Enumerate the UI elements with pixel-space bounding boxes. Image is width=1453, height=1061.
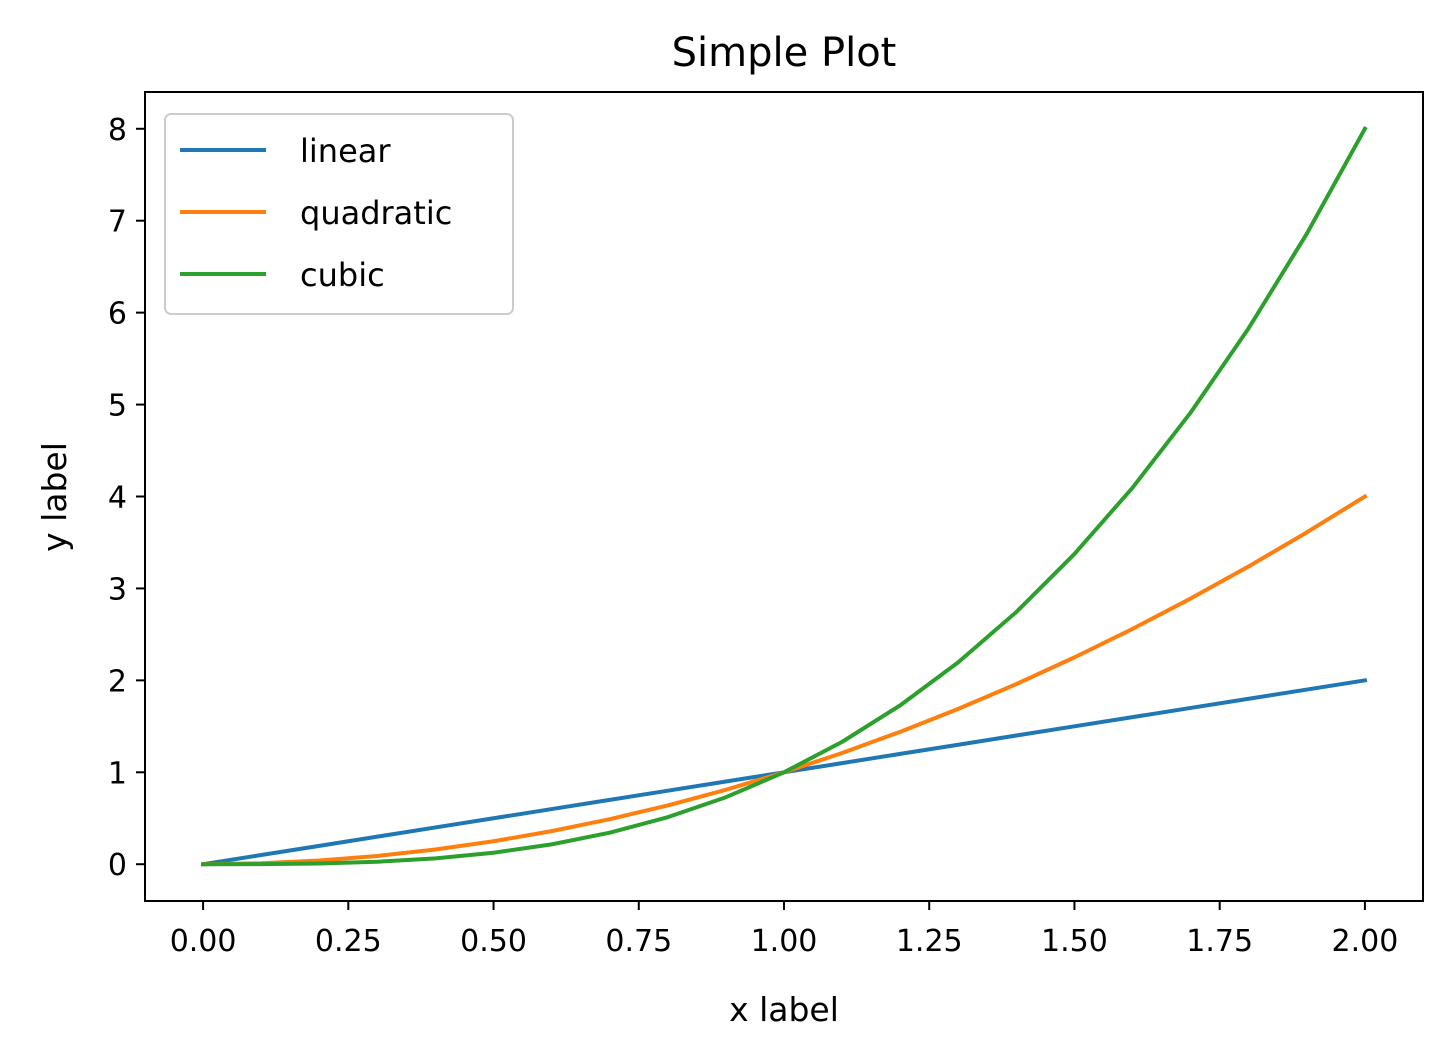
legend-box [164, 113, 514, 315]
y-tick-label: 7 [108, 205, 127, 240]
y-tick-label: 3 [108, 572, 127, 607]
y-tick-label: 4 [108, 481, 127, 516]
x-tick-label: 1.75 [1186, 924, 1253, 959]
x-tick-label: 0.00 [170, 924, 237, 959]
y-tick-label: 0 [108, 848, 127, 883]
y-tick-label: 5 [108, 389, 127, 424]
y-axis-label: y label [35, 442, 74, 552]
legend-label-cubic: cubic [300, 256, 385, 294]
x-tick-label: 1.25 [896, 924, 963, 959]
series-lines [200, 126, 1368, 867]
y-tick-label: 2 [108, 664, 127, 699]
series-line-cubic [201, 126, 1368, 867]
x-tick-label: 0.50 [460, 924, 527, 959]
legend-label-quadratic: quadratic [300, 194, 452, 232]
x-tick-label: 2.00 [1332, 924, 1399, 959]
y-tick-label: 6 [108, 297, 127, 332]
x-tick-label: 1.50 [1041, 924, 1108, 959]
x-tick-label: 0.25 [315, 924, 382, 959]
legend-label-linear: linear [300, 132, 391, 170]
x-tick-label: 1.00 [751, 924, 818, 959]
axes-frame [144, 91, 1424, 902]
x-axis-label: x label [729, 990, 839, 1029]
axis-ticks: 0.00 0.25 0.50 0.75 1.00 1.25 1.50 1.75 2.00 0 1 2 3… [108, 113, 1398, 959]
y-tick-label: 8 [108, 113, 127, 148]
chart-title: Simple Plot [672, 30, 897, 76]
y-tick-label: 1 [108, 756, 127, 791]
x-tick-label: 0.75 [605, 924, 672, 959]
legend: linear quadratic cubic [164, 113, 514, 315]
